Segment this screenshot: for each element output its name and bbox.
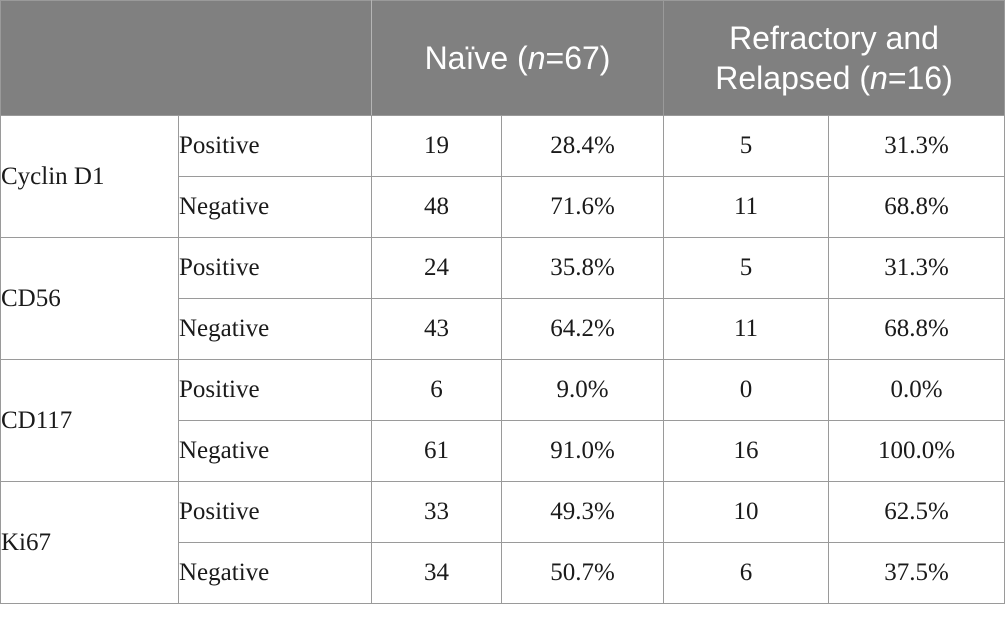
header-naive-suffix: =67)	[545, 40, 611, 76]
naive-percent: 28.4%	[501, 115, 664, 177]
status-label: Negative	[178, 298, 372, 360]
naive-count: 19	[371, 115, 502, 177]
rr-percent: 62.5%	[827, 481, 1005, 543]
rr-percent: 31.3%	[827, 115, 1005, 177]
table-row: Negative 34 50.7% 6 37.5%	[1, 542, 1005, 604]
rr-count: 11	[663, 298, 829, 360]
rr-count: 0	[663, 359, 829, 421]
rr-count: 11	[663, 176, 829, 238]
naive-count: 43	[371, 298, 502, 360]
marker-name: Cyclin D1	[0, 115, 179, 238]
marker-name: Ki67	[0, 481, 179, 604]
header-naive: Naïve (n=67)	[371, 0, 664, 116]
header-rr-line2-suffix: =16)	[887, 60, 953, 96]
status-label: Positive	[178, 237, 372, 299]
rr-percent: 0.0%	[827, 359, 1005, 421]
rr-count: 5	[663, 237, 829, 299]
table-row: CD117 Positive 6 9.0% 0 0.0%	[0, 359, 1005, 482]
table-row: Negative 43 64.2% 11 68.8%	[1, 298, 1005, 360]
rr-count: 5	[663, 115, 829, 177]
header-rr-line1: Refractory and	[729, 20, 939, 56]
header-rr-line2-prefix: Relapsed (	[715, 60, 871, 96]
naive-percent: 49.3%	[501, 481, 664, 543]
status-label: Positive	[178, 481, 372, 543]
header-refractory-relapsed: Refractory and Relapsed (n=16)	[662, 0, 1005, 116]
table-row: Ki67 Positive 33 49.3% 10 62.5%	[0, 481, 1005, 604]
rr-percent: 31.3%	[827, 237, 1005, 299]
header-row: Naïve (n=67) Refractory and Relapsed (n=1…	[0, 0, 1005, 116]
status-label: Negative	[178, 176, 372, 238]
naive-percent: 35.8%	[501, 237, 664, 299]
rr-count: 10	[663, 481, 829, 543]
naive-count: 6	[371, 359, 502, 421]
table-row: CD56 Positive 24 35.8% 5 31.3%	[0, 237, 1005, 360]
rr-percent: 68.8%	[827, 176, 1005, 238]
naive-percent: 50.7%	[501, 542, 664, 604]
rr-count: 6	[663, 542, 829, 604]
naive-count: 34	[371, 542, 502, 604]
table-row: Negative 61 91.0% 16 100.0%	[1, 420, 1005, 482]
naive-count: 24	[371, 237, 502, 299]
header-rr-n-symbol: n	[870, 60, 888, 96]
status-label: Negative	[178, 542, 372, 604]
naive-percent: 64.2%	[501, 298, 664, 360]
header-naive-prefix: Naïve (	[424, 40, 528, 76]
status-label: Negative	[178, 420, 372, 482]
naive-percent: 91.0%	[501, 420, 664, 482]
naive-count: 61	[371, 420, 502, 482]
naive-count: 48	[371, 176, 502, 238]
header-naive-n-symbol: n	[527, 40, 546, 76]
marker-name: CD117	[0, 359, 179, 482]
rr-percent: 37.5%	[827, 542, 1005, 604]
marker-table: Naïve (n=67) Refractory and Relapsed (n=1…	[0, 0, 1005, 604]
naive-percent: 71.6%	[501, 176, 664, 238]
rr-percent: 100.0%	[827, 420, 1005, 482]
table-row: Cyclin D1 Positive 19 28.4% 5 31.3%	[0, 115, 1005, 238]
header-blank-cell	[0, 0, 372, 116]
rr-count: 16	[663, 420, 829, 482]
rr-percent: 68.8%	[827, 298, 1005, 360]
status-label: Positive	[178, 115, 372, 177]
naive-percent: 9.0%	[501, 359, 664, 421]
marker-name: CD56	[0, 237, 179, 360]
naive-count: 33	[371, 481, 502, 543]
status-label: Positive	[178, 359, 372, 421]
